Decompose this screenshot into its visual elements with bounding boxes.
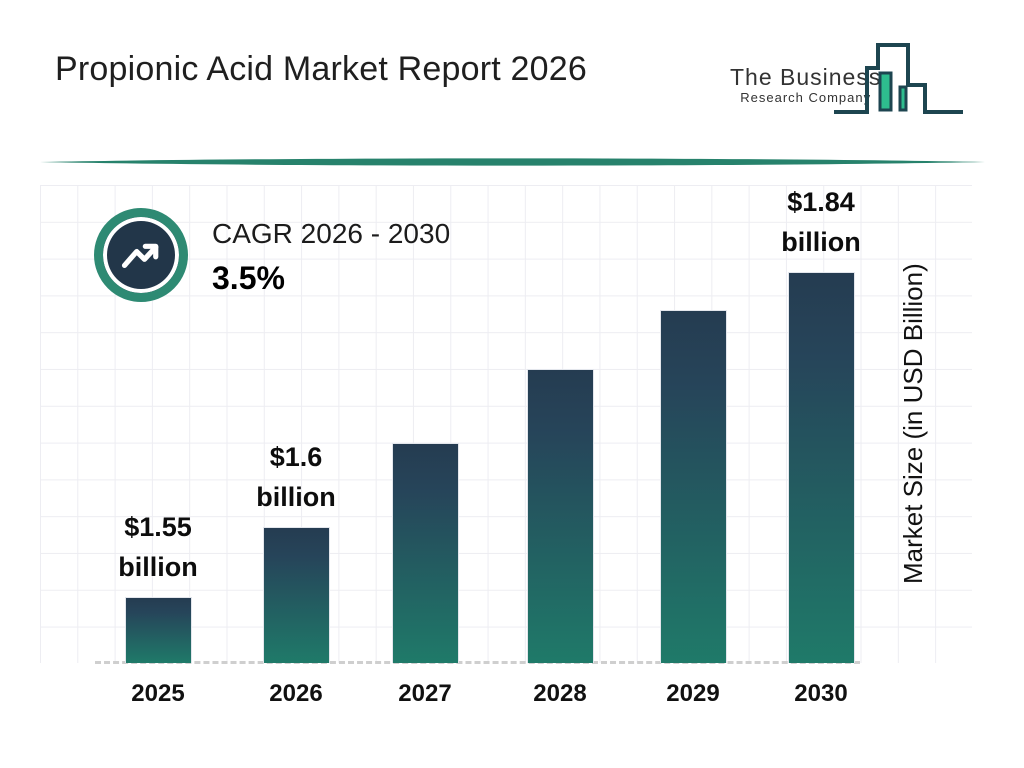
year-label-2027: 2027: [398, 680, 452, 707]
bar-2026: [262, 527, 330, 663]
y-axis-label: Market Size (in USD Billion): [898, 263, 928, 585]
bar-value-label: $1.84 billion: [781, 182, 860, 262]
year-label-2028: 2028: [533, 680, 587, 707]
cagr-badge: [94, 208, 188, 302]
value-unit: billion: [118, 552, 198, 582]
company-name: The Business: [730, 64, 882, 90]
bar-column-2029: 2029: [623, 300, 763, 707]
value-amount: $1.84: [787, 187, 855, 217]
bar-column-2026: $1.6 billion 2026: [226, 437, 366, 707]
bar-2030: [787, 272, 855, 663]
cagr-period-label: CAGR 2026 - 2030: [212, 218, 451, 249]
year-label-2025: 2025: [131, 680, 185, 707]
cagr-value: 3.5%: [212, 260, 285, 296]
year-label-2030: 2030: [794, 680, 848, 707]
value-unit: billion: [256, 482, 336, 512]
bar-2025: [124, 597, 192, 663]
bar-2029: [659, 310, 727, 663]
value-amount: $1.55: [124, 512, 192, 542]
x-axis-baseline: [95, 661, 860, 664]
value-amount: $1.6: [269, 442, 323, 472]
page-title: Propionic Acid Market Report 2026: [55, 50, 587, 88]
divider-line: [40, 158, 985, 166]
year-label-2029: 2029: [666, 680, 720, 707]
bar-column-2028: 2028: [490, 359, 630, 707]
company-subname: Research Company: [740, 90, 872, 105]
cagr-text-block: CAGR 2026 - 2030 3.5%: [212, 216, 450, 298]
bar-2028: [526, 369, 594, 663]
bar-value-label: $1.55 billion: [118, 507, 197, 587]
bar-column-2025: $1.55 billion 2025: [88, 507, 228, 707]
trending-up-icon: [121, 243, 159, 268]
bar-value-label: $1.6 billion: [256, 437, 335, 517]
bar-2027: [391, 443, 459, 663]
company-logo: The Business Research Company: [716, 43, 986, 125]
bar-chart-logo-icon: [834, 43, 963, 114]
value-unit: billion: [781, 227, 861, 257]
bar-column-2030: $1.84 billion 2030: [751, 182, 891, 707]
year-label-2026: 2026: [269, 680, 323, 707]
company-logo-text: The Business Research Company: [730, 64, 881, 105]
bar-column-2027: 2027: [355, 433, 495, 707]
